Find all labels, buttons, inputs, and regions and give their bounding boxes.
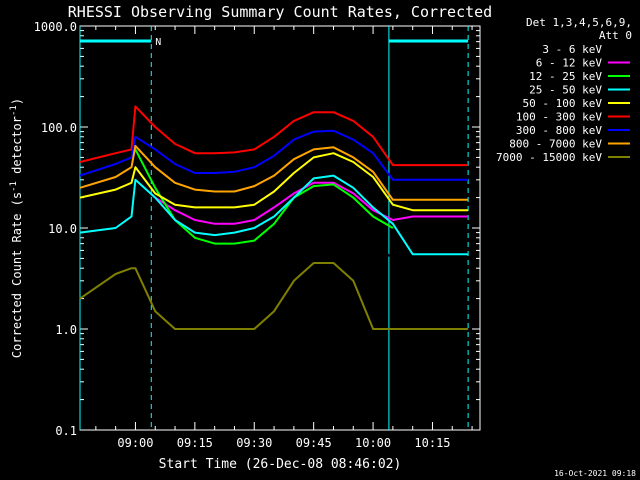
series-line-5: [79, 152, 469, 212]
series-line-6: [79, 105, 469, 167]
x-tick-label: 10:15: [414, 436, 450, 450]
x-tick-label: 09:45: [296, 436, 332, 450]
y-tick-label: 10.0: [48, 222, 77, 236]
x-tick-label: 09:15: [177, 436, 213, 450]
y-tick-label: 1.0: [55, 323, 77, 337]
legend-label: 50 - 100 keV: [523, 97, 603, 110]
legend-label: 25 - 50 keV: [529, 84, 602, 97]
x-tick-label: 09:30: [236, 436, 272, 450]
series-line-4: [79, 174, 469, 256]
legend-header-line-1: Det 1,3,4,5,6,9,: [526, 16, 632, 29]
legend-label: 100 - 300 keV: [516, 111, 602, 124]
y-tick-label: 0.1: [55, 424, 77, 438]
legend-label: 300 - 800 keV: [516, 124, 602, 137]
legend-label: 6 - 12 keV: [536, 57, 603, 70]
plot-frame: [79, 25, 481, 431]
x-axis-label: Start Time (26-Dec-08 08:46:02): [159, 457, 402, 472]
series-line-7: [79, 129, 469, 181]
series-line-1: [130, 203, 469, 264]
night-label: N: [155, 37, 161, 48]
legend-header-line-2: Att 0: [599, 29, 632, 42]
y-tick-label: 100.0: [41, 121, 77, 135]
y-axis-label: Corrected Count Rate (s-1 detector-1): [9, 98, 24, 358]
legend-label: 7000 - 15000 keV: [496, 151, 602, 164]
footer-date: 16-Oct-2021 09:18: [554, 469, 636, 478]
x-tick-label: 10:00: [355, 436, 391, 450]
chart-title: RHESSI Observing Summary Count Rates, Co…: [68, 3, 492, 21]
y-tick-label: 1000.0: [34, 20, 77, 34]
legend-label: 800 - 7000 keV: [509, 138, 602, 151]
legend-label: 12 - 25 keV: [529, 70, 602, 83]
legend-label: 3 - 6 keV: [542, 43, 602, 56]
series-line-2: [154, 181, 469, 225]
series-line-9: [79, 262, 469, 330]
series-line-8: [79, 144, 469, 201]
x-tick-label: 09:00: [117, 436, 153, 450]
